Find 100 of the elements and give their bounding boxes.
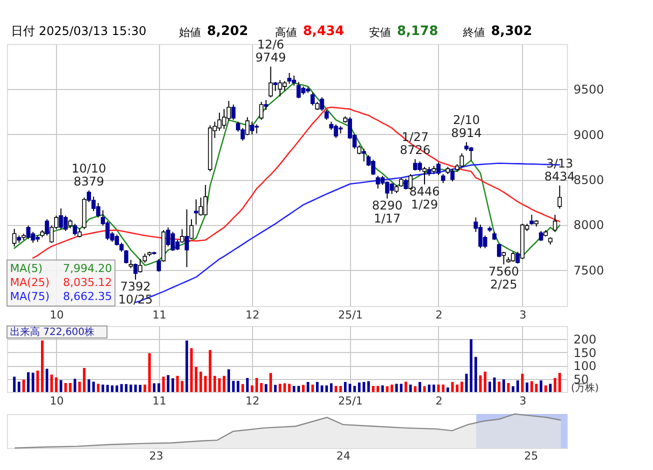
bar bbox=[250, 385, 254, 392]
bar bbox=[549, 384, 552, 392]
candlestick bbox=[138, 258, 142, 274]
candlestick bbox=[324, 109, 329, 120]
bar bbox=[456, 384, 458, 392]
bar bbox=[36, 370, 39, 392]
text: MA(25) 8,035.12 bbox=[10, 276, 112, 289]
bar bbox=[185, 340, 188, 392]
bar bbox=[507, 383, 510, 392]
bar bbox=[437, 384, 440, 392]
bar bbox=[82, 368, 86, 392]
annotation: 8914 bbox=[451, 126, 482, 140]
bar bbox=[372, 386, 375, 392]
bar bbox=[260, 383, 263, 392]
y-tick-label: 7500 bbox=[574, 263, 604, 278]
annotation: 1/29 bbox=[411, 197, 438, 212]
bar bbox=[269, 372, 272, 392]
annotation: 3/13 bbox=[546, 156, 574, 170]
bar bbox=[208, 350, 212, 392]
candlestick bbox=[502, 251, 506, 265]
bar bbox=[194, 366, 198, 392]
annotation: 1/17 bbox=[374, 211, 401, 226]
candlestick bbox=[357, 144, 362, 155]
candlestick bbox=[12, 228, 16, 247]
bar bbox=[311, 384, 314, 392]
bar bbox=[92, 382, 95, 392]
y-tick-label: 9000 bbox=[574, 128, 604, 142]
bar bbox=[381, 385, 384, 392]
bar bbox=[465, 374, 468, 392]
x-tick-label: 10 bbox=[50, 394, 64, 408]
y-axis-title: (万株) bbox=[571, 382, 599, 394]
x-tick-label: 23 bbox=[149, 450, 164, 462]
bar bbox=[60, 380, 62, 392]
bar bbox=[32, 372, 34, 392]
chart-title: 出来高 722,600株 bbox=[10, 326, 95, 338]
x-tick-label: 11 bbox=[152, 308, 166, 322]
x-tick-label: 11 bbox=[152, 394, 166, 408]
bar bbox=[120, 384, 123, 392]
annotation: 8434 bbox=[544, 169, 575, 184]
x-tick-label: 12 bbox=[246, 308, 260, 322]
bar bbox=[213, 376, 216, 392]
bar bbox=[199, 372, 202, 392]
bar bbox=[134, 384, 137, 392]
x-tick-label: 3 bbox=[519, 308, 526, 322]
bar bbox=[521, 374, 524, 392]
bar bbox=[246, 378, 249, 392]
bar bbox=[176, 376, 179, 392]
bar bbox=[297, 386, 300, 392]
bar bbox=[232, 380, 235, 392]
text: 始値 8,202 bbox=[179, 24, 248, 39]
bar bbox=[222, 376, 226, 392]
bar bbox=[46, 368, 48, 392]
bar bbox=[13, 376, 16, 392]
bar bbox=[227, 369, 230, 392]
bar bbox=[302, 384, 305, 392]
x-tick-label: 2 bbox=[435, 308, 442, 322]
bar bbox=[124, 384, 128, 392]
candlestick bbox=[68, 218, 72, 229]
x-tick-label: 2 bbox=[435, 394, 442, 408]
annotation: 12/6 bbox=[257, 38, 284, 52]
bar bbox=[488, 382, 492, 392]
bar bbox=[116, 385, 118, 392]
x-tick-label: 3 bbox=[519, 394, 526, 408]
bar bbox=[166, 375, 170, 392]
bar bbox=[172, 378, 174, 392]
annotation: 1/27 bbox=[402, 130, 429, 144]
bar bbox=[451, 382, 454, 392]
bar bbox=[409, 384, 412, 392]
bar bbox=[540, 380, 542, 392]
bar bbox=[64, 383, 67, 392]
bar bbox=[358, 382, 361, 392]
bar bbox=[22, 380, 25, 392]
bar bbox=[404, 382, 408, 392]
bar bbox=[535, 384, 538, 392]
bar bbox=[460, 382, 464, 392]
x-tick-label: 10 bbox=[50, 308, 64, 322]
bar bbox=[498, 382, 500, 392]
bar bbox=[18, 382, 20, 392]
text: MA(5) 7,994.20 bbox=[10, 262, 112, 275]
bar bbox=[386, 386, 389, 392]
annotation: 8290 bbox=[372, 198, 402, 212]
candlestick bbox=[422, 166, 427, 185]
bar bbox=[470, 339, 472, 392]
y-tick-label: 100 bbox=[574, 359, 596, 374]
bar bbox=[144, 384, 146, 392]
bar bbox=[530, 381, 534, 392]
candlestick bbox=[77, 228, 82, 238]
annotation: 9749 bbox=[255, 50, 286, 65]
bar bbox=[512, 386, 514, 392]
text: 日付 2025/03/13 15:30 bbox=[11, 24, 146, 38]
annotation: 10/10 bbox=[72, 161, 106, 176]
text: 高値 8,434 bbox=[275, 24, 344, 39]
candlestick bbox=[189, 218, 194, 240]
bar bbox=[50, 374, 53, 392]
annotation: 7560 bbox=[488, 264, 520, 278]
bar bbox=[106, 384, 109, 392]
bar bbox=[432, 384, 436, 392]
x-tick-label: 12 bbox=[246, 394, 260, 408]
bar bbox=[278, 384, 282, 392]
annotation: 7392 bbox=[120, 280, 151, 294]
